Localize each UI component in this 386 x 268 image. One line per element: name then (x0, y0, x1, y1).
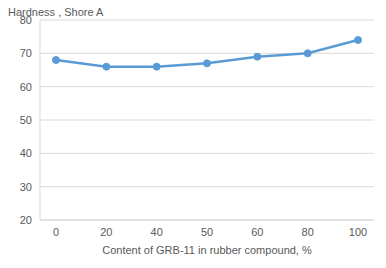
svg-text:40: 40 (20, 147, 32, 159)
svg-text:40: 40 (151, 226, 163, 238)
svg-text:20: 20 (100, 226, 112, 238)
svg-text:80: 80 (302, 226, 314, 238)
svg-text:0: 0 (53, 226, 59, 238)
svg-text:50: 50 (201, 226, 213, 238)
svg-text:80: 80 (20, 14, 32, 26)
svg-text:100: 100 (349, 226, 367, 238)
svg-text:50: 50 (20, 114, 32, 126)
svg-text:30: 30 (20, 181, 32, 193)
svg-text:60: 60 (251, 226, 263, 238)
svg-text:70: 70 (20, 47, 32, 59)
svg-text:60: 60 (20, 81, 32, 93)
svg-text:20: 20 (20, 214, 32, 226)
svg-text:Content of GRB-11 in rubber co: Content of GRB-11 in rubber compound, % (102, 244, 312, 256)
